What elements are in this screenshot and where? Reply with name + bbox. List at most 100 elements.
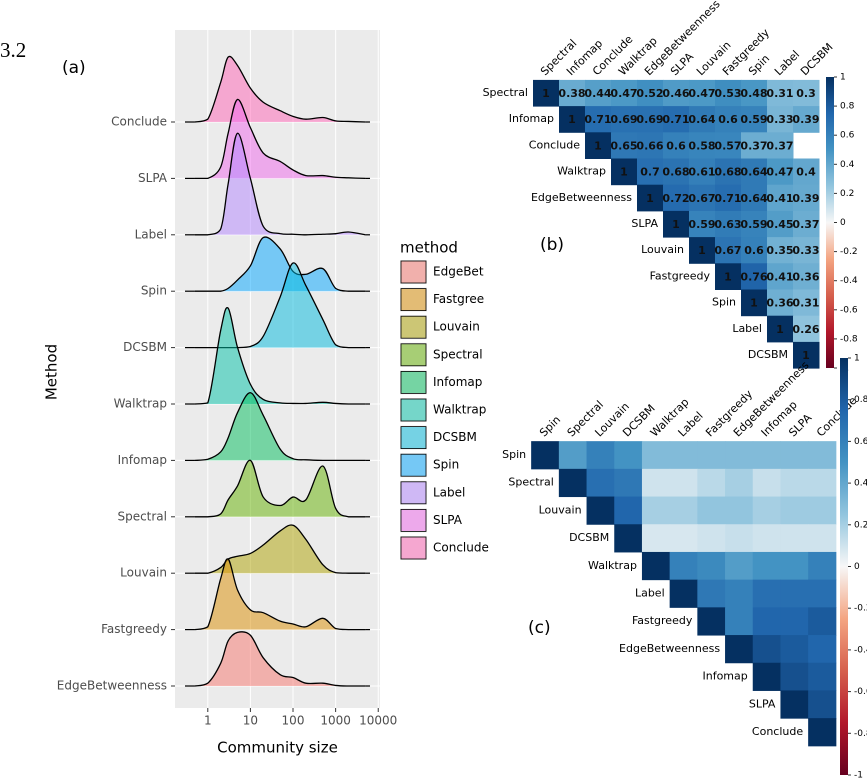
y-tick-label: Infomap xyxy=(118,453,167,467)
heatmap-cell xyxy=(689,184,716,212)
cell-value: 1 xyxy=(646,192,654,205)
heatmap-cell xyxy=(586,468,615,498)
cell-value: 0.65 xyxy=(610,139,637,152)
y-tick-label: Spin xyxy=(141,284,167,298)
cell-value: 0.67 xyxy=(688,192,715,205)
heatmap-cell xyxy=(531,441,560,470)
colorbar-tick-label: 1 xyxy=(854,354,860,364)
cell-value: 0.58 xyxy=(688,139,715,152)
heatmap-cell xyxy=(752,441,781,470)
cell-value: 0.37 xyxy=(792,218,819,231)
cell-value: 0.69 xyxy=(636,113,663,126)
colorbar-tick-label: -0.4 xyxy=(854,645,867,655)
heatmap-cell xyxy=(715,184,742,212)
cell-value: 0.3 xyxy=(796,87,816,100)
cell-value: 1 xyxy=(750,297,758,310)
heatmap-cell xyxy=(559,106,586,133)
colorbar-tick-label: 0.2 xyxy=(854,520,867,530)
heatmap-cell xyxy=(808,551,837,581)
cell-value: 0.68 xyxy=(714,166,741,179)
cell-value: 0.64 xyxy=(740,166,767,179)
heatmap-cell xyxy=(586,441,615,470)
colorbar-tick-label: 1 xyxy=(840,73,846,83)
x-axis-title: Community size xyxy=(217,739,338,757)
heatmap-cell xyxy=(611,106,638,133)
x-tick-label: 1 xyxy=(204,714,212,728)
heatmap-cell xyxy=(663,132,690,159)
heatmap-cell xyxy=(669,524,698,553)
cell-value: 0.47 xyxy=(610,87,637,100)
heatmap-cell xyxy=(767,184,794,212)
cell-value: 0.39 xyxy=(792,192,819,205)
heatmap-cell xyxy=(641,524,671,553)
cell-value: 0.59 xyxy=(740,113,767,126)
row-label: Louvain xyxy=(641,243,684,256)
legend-swatch xyxy=(400,481,427,505)
cell-value: 0.64 xyxy=(740,192,767,205)
heatmap-cell xyxy=(614,524,643,553)
ridge-line xyxy=(194,236,366,292)
heatmap-cell xyxy=(767,315,794,343)
cell-value: 0.41 xyxy=(766,192,793,205)
cell-value: 0.37 xyxy=(766,139,793,152)
heatmap-cell xyxy=(715,210,742,238)
cell-value: 0.68 xyxy=(662,166,689,179)
heatmap-cell xyxy=(559,79,586,107)
heatmap-cell xyxy=(725,607,754,636)
heatmap-cell xyxy=(793,79,820,107)
cell-value: 0.57 xyxy=(714,139,741,152)
heatmap-cell xyxy=(558,441,588,470)
heatmap-cell xyxy=(689,79,716,107)
cell-value: 0.38 xyxy=(558,87,585,100)
heatmap-cell xyxy=(663,184,690,212)
y-tick-label: Conclude xyxy=(111,115,167,129)
cell-value: 0.66 xyxy=(636,139,663,152)
heatmap-cell xyxy=(614,496,643,525)
legend-label: Label xyxy=(433,485,465,499)
colorbar-tick-label: -0.2 xyxy=(840,247,858,257)
heatmap-cell xyxy=(741,79,768,107)
cell-value: 0.36 xyxy=(766,297,793,310)
heatmap-cell xyxy=(808,690,837,719)
heatmap-cell xyxy=(793,341,820,369)
cell-value: 0.71 xyxy=(714,192,741,205)
legend-label: Spectral xyxy=(433,347,483,361)
heatmap-cell xyxy=(808,635,837,664)
cell-value: 0.47 xyxy=(688,87,715,100)
row-label: Label xyxy=(635,587,665,600)
legend-label: SLPA xyxy=(433,513,463,527)
heatmap-cell xyxy=(793,237,820,264)
cell-value: 0.45 xyxy=(766,218,793,231)
heatmap-cell xyxy=(808,607,837,636)
heatmap-cell xyxy=(780,690,809,719)
heatmap-cell xyxy=(752,579,781,608)
heatmap-cell xyxy=(669,441,698,470)
colorbar-tick-label: 0.4 xyxy=(840,160,855,170)
cell-value: 0.46 xyxy=(662,87,689,100)
colorbar-tick-label: -0.6 xyxy=(854,687,867,697)
cell-value: 1 xyxy=(620,166,628,179)
heatmap-cell xyxy=(752,607,781,636)
column-label: DCSBM xyxy=(798,41,836,79)
row-label: Conclude xyxy=(529,138,580,151)
cell-value: 0.69 xyxy=(610,113,637,126)
heatmap-cell xyxy=(780,496,809,525)
heatmap-cell xyxy=(669,496,698,525)
ridge-area xyxy=(194,133,366,235)
x-tick-label: 10 xyxy=(243,714,258,728)
colorbar-tick-label: -0.6 xyxy=(840,305,858,315)
row-label: SLPA xyxy=(749,697,776,710)
panel-label: (b) xyxy=(540,235,564,255)
row-label: Spin xyxy=(502,448,526,461)
ridge-line xyxy=(194,524,366,574)
cell-value: 1 xyxy=(802,349,810,362)
legend-label: Walktrap xyxy=(433,403,486,417)
legend-label: Fastgree xyxy=(433,292,484,306)
heatmap-cell xyxy=(808,524,837,553)
cell-value: 1 xyxy=(542,87,550,100)
heatmap-cell xyxy=(637,106,664,133)
ridge-area xyxy=(194,460,366,517)
heatmap-cell xyxy=(689,132,716,159)
heatmap-cell xyxy=(611,158,638,186)
column-label: Conclude xyxy=(814,394,860,440)
